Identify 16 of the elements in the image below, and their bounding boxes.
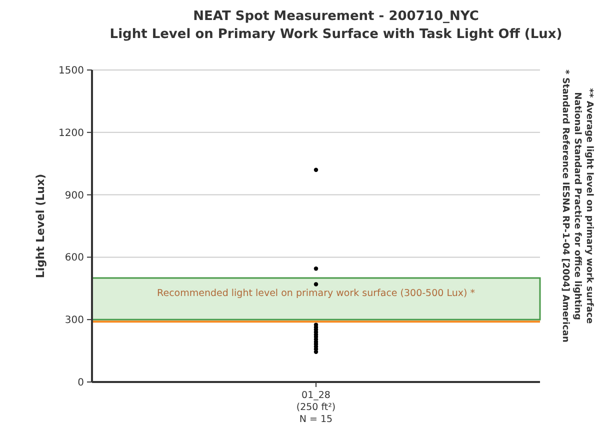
band-label: Recommended light level on primary work surface (300-500 Lux) * <box>157 288 476 299</box>
chart-subtitle: Light Level on Primary Work Surface with Task Light Off (Lux) <box>110 27 562 42</box>
y-tick-label: 0 <box>78 378 84 388</box>
y-tick-label: 1500 <box>58 66 84 76</box>
y-tick-label: 600 <box>64 252 84 264</box>
point <box>314 266 318 271</box>
y-tick-label: 1200 <box>58 128 84 139</box>
point <box>314 282 318 286</box>
text: ** Average light level on primary work surface <box>584 88 594 324</box>
chart-title: NEAT Spot Measurement - 200710_NYC <box>193 9 479 24</box>
x-tick-label: 01_28 (250 ft²) N = 15 <box>296 390 336 425</box>
y-axis-title: Light Level (Lux) <box>34 174 47 278</box>
y-tick-label: 900 <box>64 190 84 202</box>
text: * Standard Reference IESNA RP-1-04 [2004] American National Standard Practice for office lighting <box>560 70 582 342</box>
y-tick-label: 300 <box>64 315 84 326</box>
point <box>314 168 318 172</box>
